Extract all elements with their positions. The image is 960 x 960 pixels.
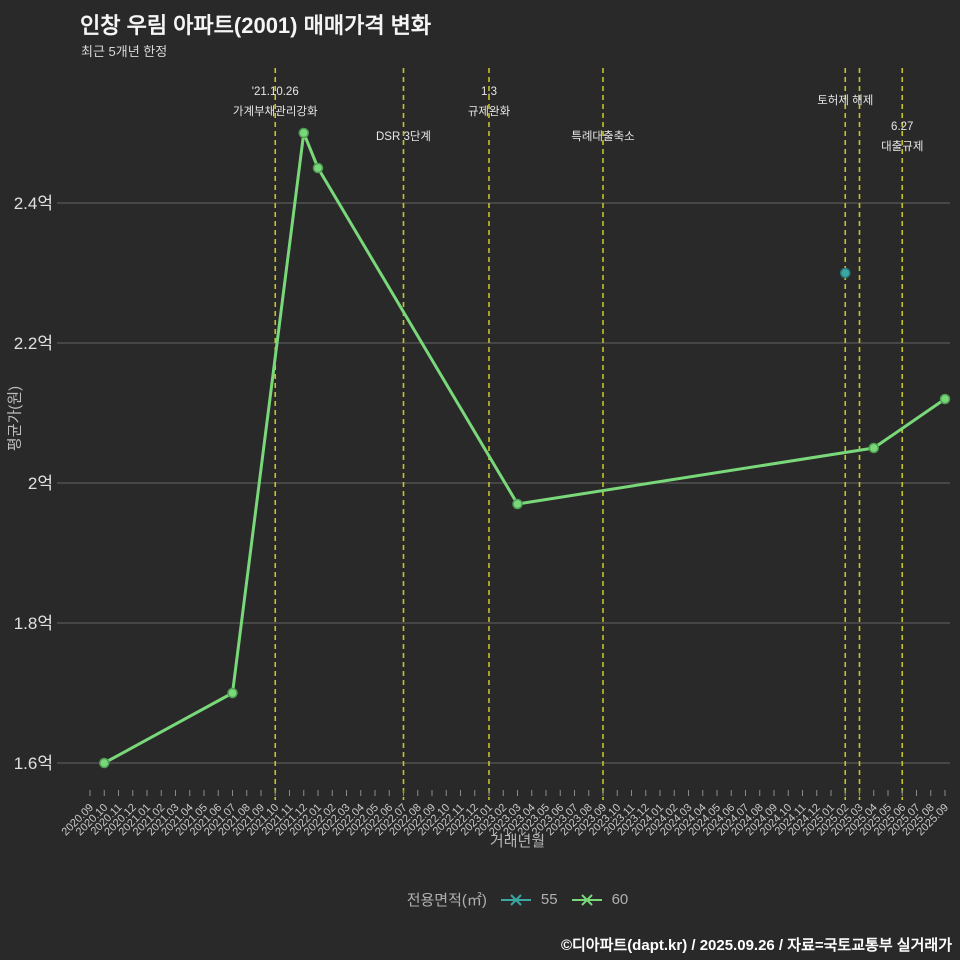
line-x-marker-icon xyxy=(571,893,602,906)
event-label: 규제완화 xyxy=(468,105,511,118)
line-x-marker-icon xyxy=(500,893,531,906)
price-line-60 xyxy=(103,131,946,765)
y-tick-label: 1.6억 xyxy=(14,754,53,773)
legend-entry-label: 55 xyxy=(540,891,558,908)
chart-title: 인창 우림 아파트(2001) 매매가격 변화 xyxy=(80,13,432,38)
event-label: 토허제 해제 xyxy=(817,94,873,107)
price-point-60-2021.07[interactable] xyxy=(227,687,238,699)
legend-entry-label: 60 xyxy=(611,891,629,908)
price-point-60-2021.12[interactable] xyxy=(298,127,309,139)
legend-title: 전용면적(㎡) xyxy=(406,892,487,909)
legend-entry-55[interactable]: 55 xyxy=(499,891,558,908)
event-label: 1.3 xyxy=(481,86,497,98)
x-axis-title: 거래년월 xyxy=(489,833,546,850)
event-label: 특례대출축소 xyxy=(571,130,634,143)
event-label: 6.27 xyxy=(891,121,913,133)
y-tick-label: 2억 xyxy=(28,474,53,493)
y-tick-label: 1.8억 xyxy=(14,614,53,633)
price-point-55-2025.02[interactable] xyxy=(840,267,851,279)
y-axis-title: 평균가(원) xyxy=(6,385,24,452)
attribution-footer: ©디아파트(dapt.kr) / 2025.09.26 / 자료=국토교통부 실… xyxy=(560,937,952,954)
y-tick-label: 2.4억 xyxy=(14,194,53,213)
price-point-60-2020.10[interactable] xyxy=(99,757,110,769)
y-tick-label: 2.2억 xyxy=(14,334,53,353)
price-point-60-2023.03[interactable] xyxy=(512,498,523,510)
event-label: 대출규제 xyxy=(881,140,923,153)
legend: 전용면적(㎡) 55 60 xyxy=(75,889,960,910)
event-label: DSR 3단계 xyxy=(376,130,431,143)
legend-entry-60[interactable]: 60 xyxy=(570,891,629,908)
price-point-60-2022.01[interactable] xyxy=(312,162,324,174)
event-label: 가계부채관리강화 xyxy=(233,105,318,118)
price-point-60-2025.09[interactable] xyxy=(939,393,951,405)
event-label: '21.10.26 xyxy=(252,86,299,98)
chart-subtitle: 최근 5개년 한정 xyxy=(81,44,168,59)
price-point-60-2025.04[interactable] xyxy=(868,442,879,454)
